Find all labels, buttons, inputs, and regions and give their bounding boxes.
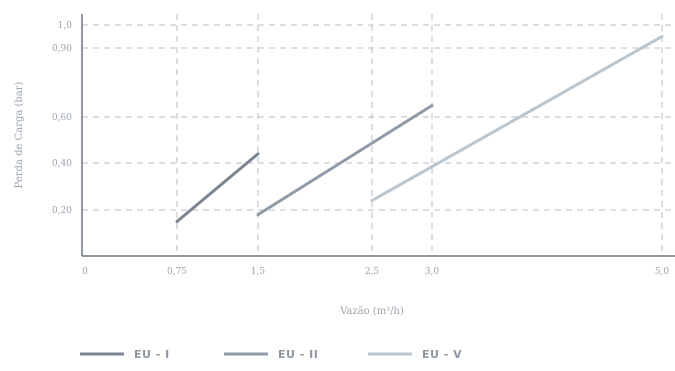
y-tick-label: 0,20 (52, 206, 72, 216)
y-tick-label: 1,0 (58, 21, 73, 31)
legend-label: EU - I (134, 348, 170, 361)
legend-label: EU - V (422, 348, 462, 361)
x-tick-labels: 0 0,75 1,5 2,5 3,0 5,0 (82, 267, 669, 277)
x-tick-label: 3,0 (425, 267, 440, 277)
y-axis-title: Perda de Carga (bar) (14, 81, 25, 188)
y-tick-label: 0,40 (52, 159, 72, 169)
series-lines (175, 35, 664, 223)
x-tick-label: 2,5 (365, 267, 380, 277)
x-tick-label: 1,5 (251, 267, 266, 277)
x-tick-label: 5,0 (655, 267, 670, 277)
series-line-1 (175, 152, 260, 223)
legend-label: EU - II (278, 348, 318, 361)
x-tick-label: 0 (82, 267, 88, 277)
series-line-2 (256, 104, 434, 217)
x-axis-title: Vazão (m³/h) (339, 306, 404, 317)
y-tick-label: 0,60 (52, 113, 72, 123)
axes (81, 14, 675, 257)
x-tick-label: 0,75 (167, 267, 187, 277)
legend: EU - I EU - II EU - V (80, 348, 462, 361)
series-line-3 (370, 35, 664, 203)
y-tick-label: 0,90 (52, 44, 72, 54)
grid-lines (82, 14, 675, 256)
y-tick-labels: 0,20 0,40 0,60 0,90 1,0 (52, 21, 72, 216)
